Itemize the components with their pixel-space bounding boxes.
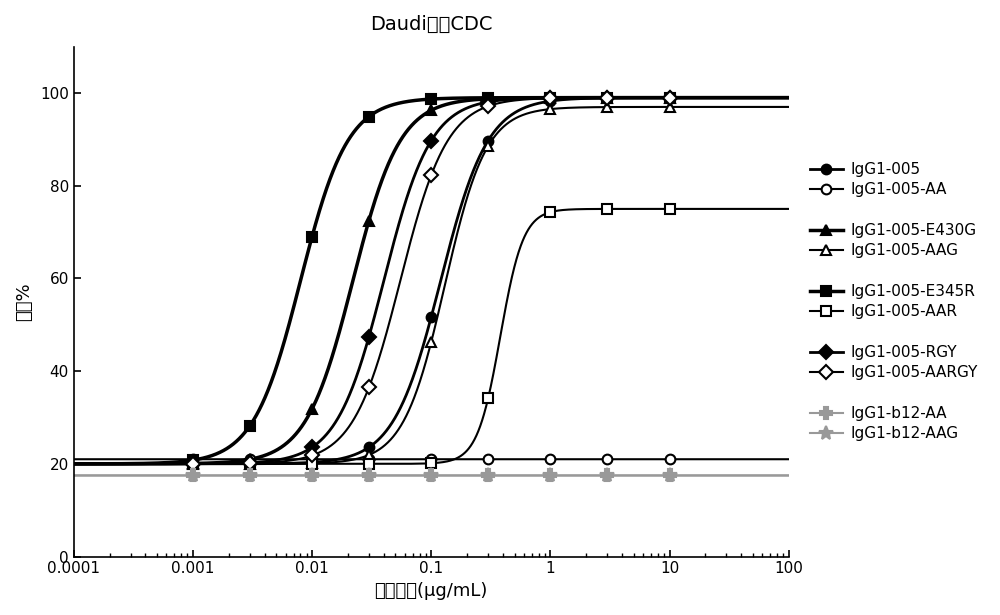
Title: Daudi上的CDC: Daudi上的CDC	[370, 15, 492, 34]
X-axis label: 抗体浓度(μg/mL): 抗体浓度(μg/mL)	[375, 582, 488, 600]
Legend: IgG1-005, IgG1-005-AA, , IgG1-005-E430G, IgG1-005-AAG, , IgG1-005-E345R, IgG1-00: IgG1-005, IgG1-005-AA, , IgG1-005-E430G,…	[804, 156, 984, 448]
Y-axis label: 裂解%: 裂解%	[15, 282, 33, 321]
